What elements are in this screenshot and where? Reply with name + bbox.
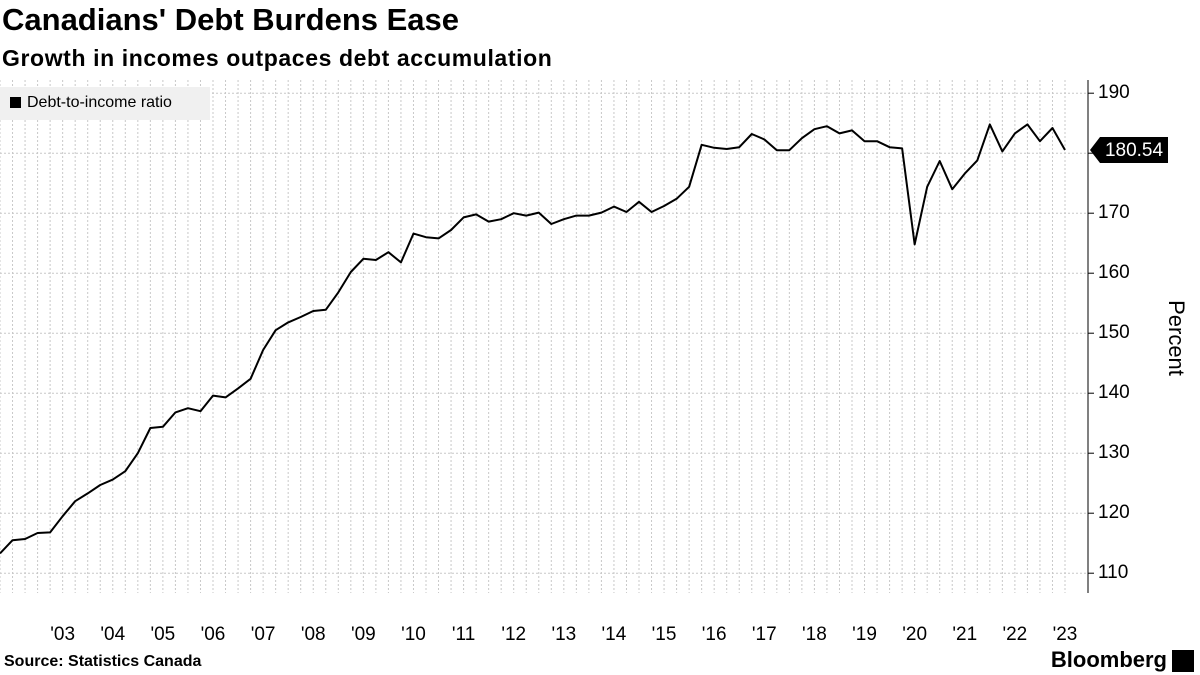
source: Source: Statistics Canada — [4, 653, 202, 670]
last-value-label: 180.54 — [1105, 140, 1164, 161]
legend-swatch — [10, 97, 21, 108]
x-tick-label: '10 — [401, 624, 426, 645]
x-tick-label: '17 — [752, 624, 777, 645]
x-tick-label: '18 — [802, 624, 827, 645]
x-tick-label: '05 — [150, 624, 175, 645]
chart-title: Canadians' Debt Burdens Ease — [2, 2, 459, 37]
x-tick-label: '09 — [351, 624, 376, 645]
x-tick-label: '07 — [251, 624, 276, 645]
x-tick-label: '23 — [1053, 624, 1078, 645]
x-tick-label: '19 — [852, 624, 877, 645]
y-tick-label: 160 — [1098, 262, 1130, 283]
x-tick-label: '22 — [1002, 624, 1027, 645]
x-tick-label: '06 — [201, 624, 226, 645]
x-tick-label: '03 — [50, 624, 75, 645]
chart-subtitle: Growth in incomes outpaces debt accumula… — [2, 45, 552, 71]
x-tick-label: '12 — [501, 624, 526, 645]
y-tick-label: 150 — [1098, 322, 1130, 343]
x-tick-label: '20 — [902, 624, 927, 645]
x-tick-label: '15 — [652, 624, 677, 645]
x-tick-label: '04 — [100, 624, 125, 645]
brand: Bloomberg — [1051, 647, 1167, 672]
brand-icon — [1172, 650, 1194, 672]
y-tick-label: 140 — [1098, 382, 1130, 403]
y-tick-label: 170 — [1098, 202, 1130, 223]
legend-label: Debt-to-income ratio — [27, 94, 172, 111]
y-tick-label: 130 — [1098, 442, 1130, 463]
x-tick-label: '13 — [551, 624, 576, 645]
line — [0, 123, 1066, 555]
x-tick-label: '14 — [602, 624, 627, 645]
y-tick-label: 190 — [1098, 82, 1130, 103]
y-tick-label: 110 — [1098, 562, 1128, 583]
y-axis-title: Percent — [1164, 300, 1189, 376]
legend-box — [0, 87, 210, 120]
x-tick-label: '11 — [452, 624, 475, 645]
x-tick-label: '08 — [301, 624, 326, 645]
value-badge — [1090, 136, 1168, 163]
x-tick-label: '16 — [702, 624, 727, 645]
x-tick-label: '21 — [952, 624, 977, 645]
y-tick-label: 120 — [1098, 502, 1130, 523]
